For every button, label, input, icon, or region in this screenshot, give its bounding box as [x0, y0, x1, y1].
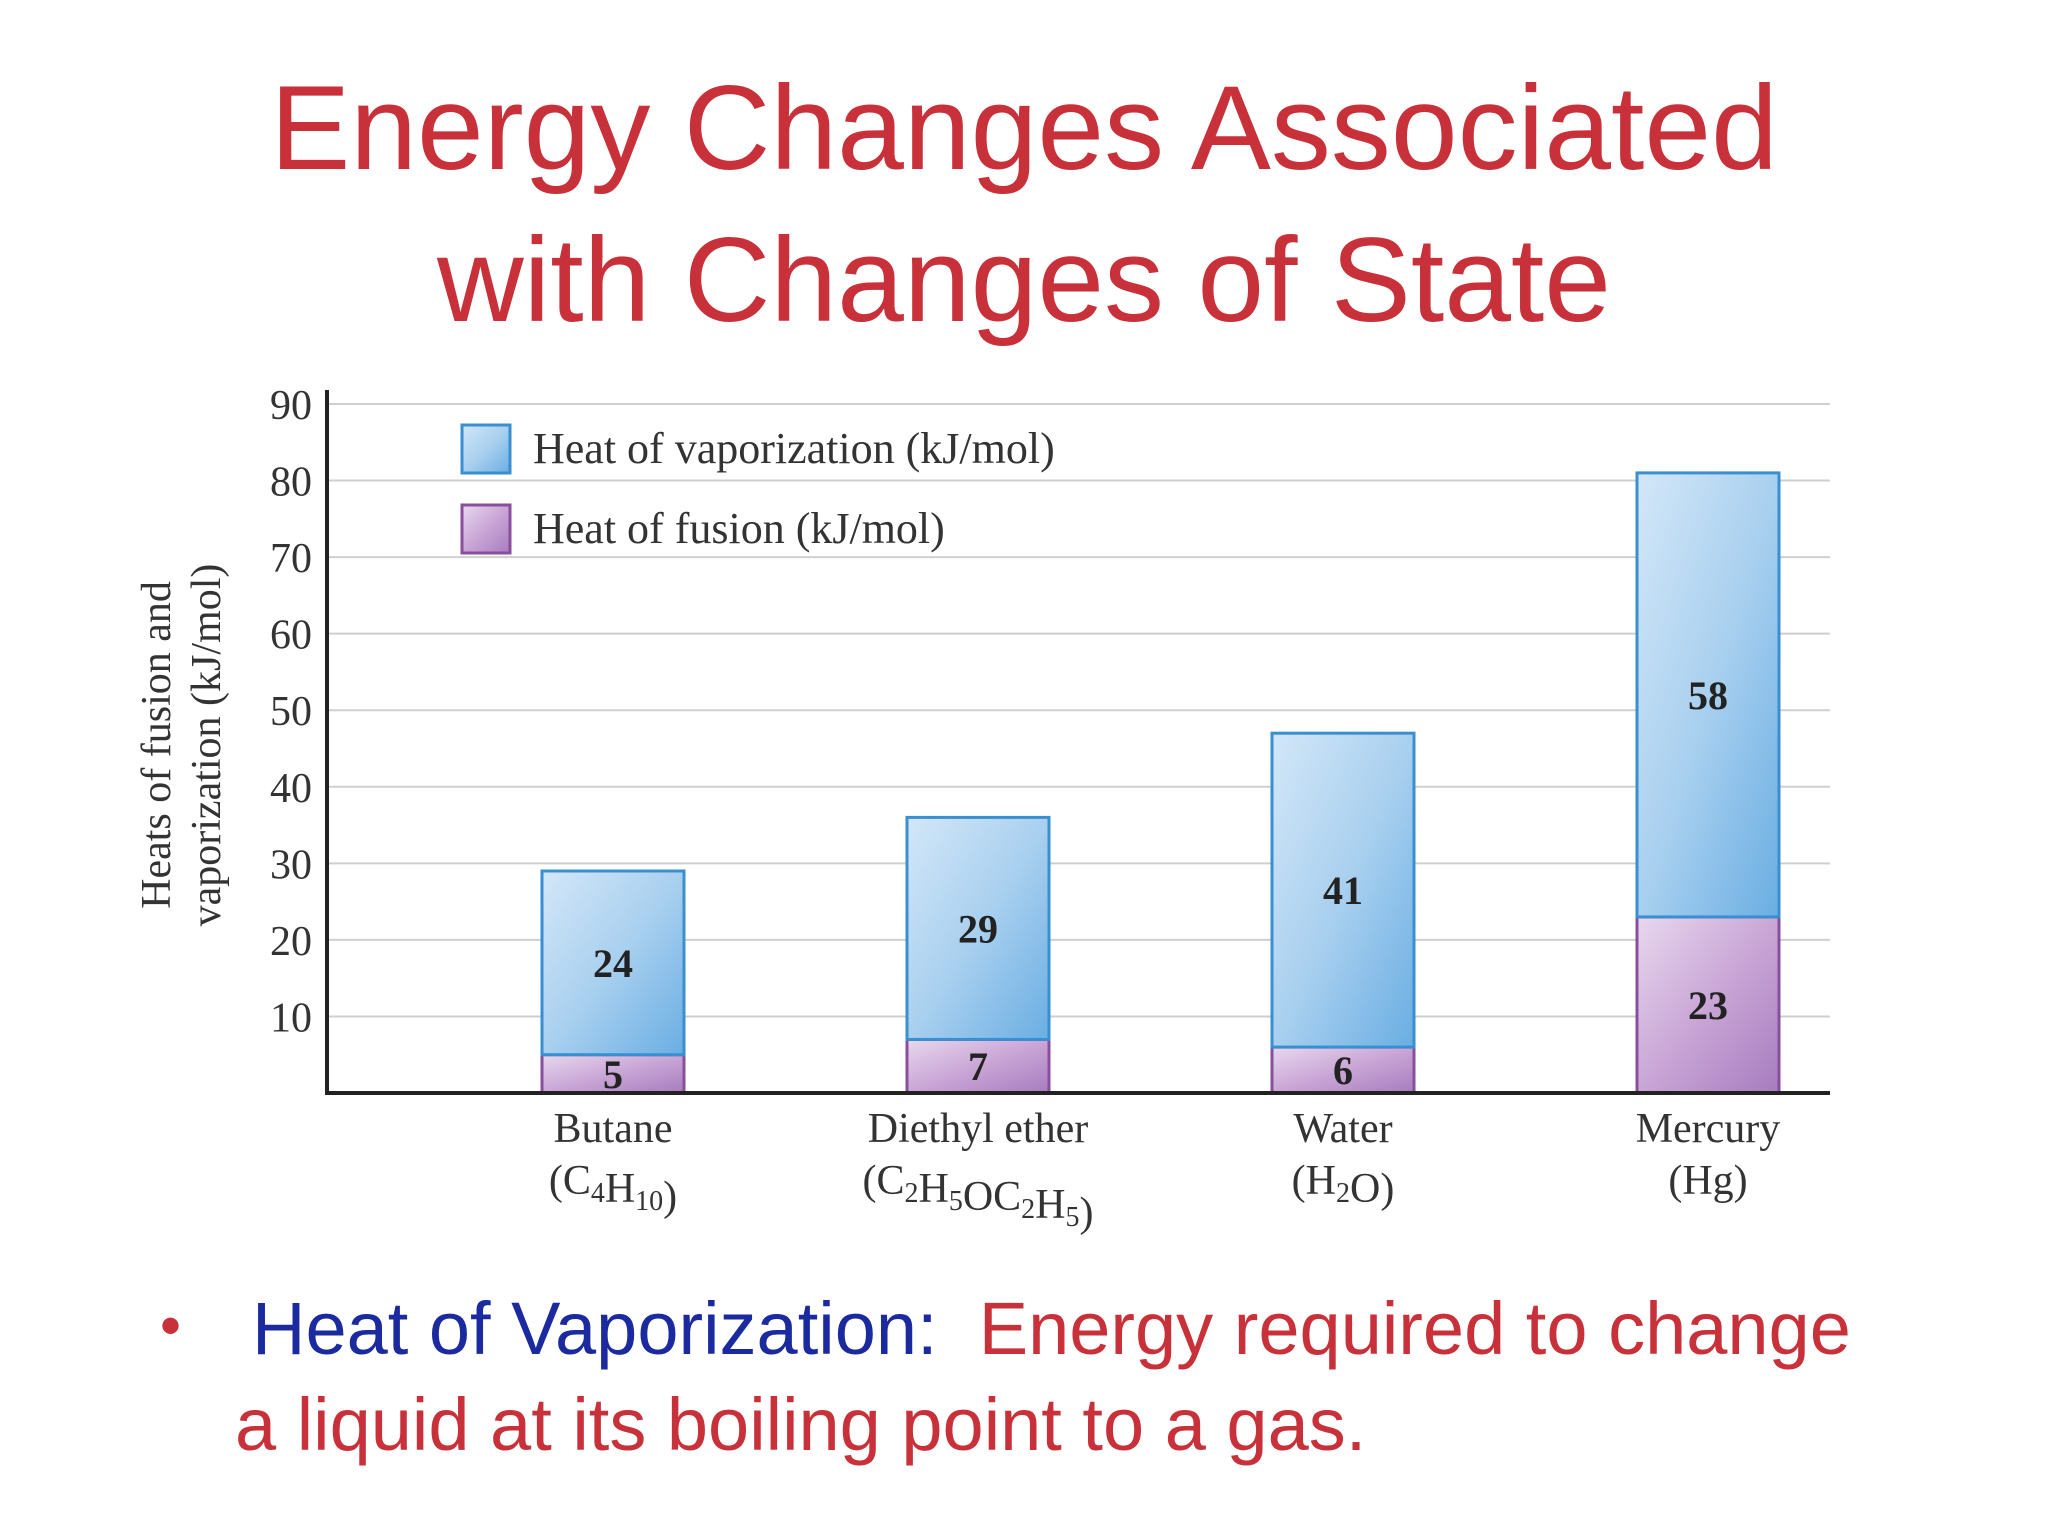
formula-text: (C: [862, 1158, 904, 1204]
title-line-2: with Changes of State: [436, 213, 1612, 347]
category-label-2: Water: [1293, 1106, 1392, 1152]
stacked-bar-chart: 10 20 30 40 50 60 70 80 90 Heats of fusion andvap…: [134, 383, 1830, 1236]
bar-vaporization-3: [1635, 471, 1781, 919]
category-label-0: Butane: [554, 1106, 673, 1152]
formula-text: H: [605, 1166, 635, 1212]
y-tick-label-60: 60: [270, 613, 312, 659]
data-label-fusion-1: 7: [968, 1044, 988, 1089]
data-label-vaporization-2: 41: [1323, 868, 1363, 913]
data-label-vaporization-3: 58: [1688, 673, 1728, 718]
data-label-vaporization-1: 29: [958, 906, 998, 951]
bullet-gap: [938, 1287, 979, 1370]
slide-title: Energy Changes Associated with Changes o…: [0, 52, 2048, 356]
formula-text: H: [1035, 1182, 1065, 1228]
y-tick-label-20: 20: [270, 919, 312, 965]
formula-subscript: 2: [1021, 1194, 1035, 1225]
formula-text: (Hg): [1668, 1158, 1747, 1204]
formula-subscript: 5: [1066, 1202, 1080, 1233]
y-axis-title-line-2: vaporization (kJ/mol): [184, 564, 230, 927]
y-tick-label-80: 80: [270, 460, 312, 506]
category-formula-2: (H2O): [1292, 1158, 1395, 1212]
category-formula-0: (C4H10): [549, 1158, 677, 1220]
formula-text: (H: [1292, 1158, 1336, 1204]
bars: [540, 471, 1781, 1095]
category-label-1: Diethyl ether: [868, 1106, 1088, 1152]
formula-text: ): [1080, 1190, 1094, 1236]
title-line-1: Energy Changes Associated: [270, 61, 1778, 195]
formula-subscript: 4: [591, 1178, 605, 1209]
legend-label-vaporization: Heat of vaporization (kJ/mol): [533, 424, 1055, 473]
bar-vaporization-1: [905, 815, 1051, 1041]
y-tick-label-50: 50: [270, 689, 312, 735]
bullet-term: Heat of Vaporization:: [252, 1287, 938, 1370]
formula-text: OC: [963, 1174, 1021, 1220]
bullet-dot-icon: •: [160, 1292, 182, 1359]
formula-text: (C: [549, 1158, 591, 1204]
y-axis-title-line-1: Heats of fusion and: [134, 581, 180, 909]
data-label-fusion-3: 23: [1688, 983, 1728, 1028]
formula-text: H: [918, 1166, 948, 1212]
category-formula-1: (C2H5OC2H5): [862, 1158, 1093, 1236]
formula-subscript: 2: [904, 1178, 918, 1209]
y-tick-label-90: 90: [270, 383, 312, 429]
formula-subscript: 2: [1336, 1178, 1350, 1209]
bar-vaporization-2: [1270, 731, 1416, 1049]
y-tick-label-10: 10: [270, 995, 312, 1041]
bullet-definition: • Heat of Vaporization: Energy required t…: [160, 1278, 2020, 1473]
axes: [325, 390, 1830, 1095]
y-tick-label-30: 30: [270, 842, 312, 888]
bar-vaporization-0: [540, 869, 686, 1057]
y-axis-title: Heats of fusion andvaporization (kJ/mol): [134, 564, 230, 927]
y-tick-label-40: 40: [270, 766, 312, 812]
formula-subscript: 10: [635, 1186, 663, 1217]
category-label-3: Mercury: [1636, 1106, 1781, 1152]
category-formula-3: (Hg): [1668, 1158, 1747, 1204]
formula-text: O): [1350, 1166, 1394, 1212]
data-label-fusion-2: 6: [1333, 1048, 1353, 1093]
labels: 10 20 30 40 50 60 70 80 90 Heats of fusion andvap…: [134, 383, 1780, 1236]
data-label-vaporization-0: 24: [593, 941, 633, 986]
legend: Heat of vaporization (kJ/mol) Heat of fus…: [460, 423, 1055, 555]
formula-text: ): [663, 1174, 677, 1220]
bullet-definition-start: Energy required to change: [978, 1287, 1851, 1370]
bullet-line-2: a liquid at its boiling point to a gas.: [235, 1383, 1367, 1466]
legend-swatch-fusion: [460, 503, 512, 555]
legend-swatch-vaporization: [460, 423, 512, 475]
legend-label-fusion: Heat of fusion (kJ/mol): [533, 504, 945, 553]
bullet-line-1: • Heat of Vaporization: Energy required t…: [160, 1278, 2020, 1377]
formula-subscript: 5: [949, 1186, 963, 1217]
y-tick-label-70: 70: [270, 536, 312, 582]
data-label-fusion-0: 5: [603, 1052, 623, 1097]
